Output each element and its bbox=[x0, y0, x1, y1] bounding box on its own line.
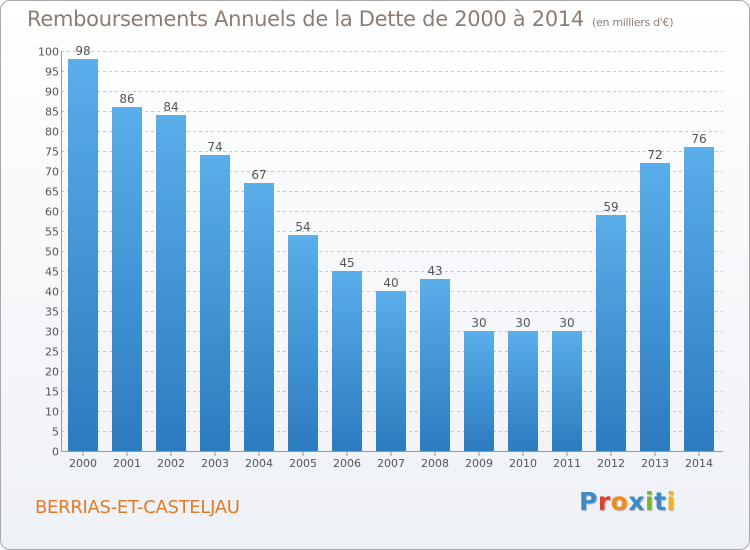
bar-value-label: 98 bbox=[75, 44, 90, 58]
x-tick-label: 2012 bbox=[597, 457, 625, 470]
x-tick-label: 2007 bbox=[377, 457, 405, 470]
logo-letter: P bbox=[579, 487, 598, 516]
bar bbox=[200, 155, 230, 451]
y-tick-label: 40 bbox=[45, 286, 59, 299]
y-tick-label: 55 bbox=[45, 226, 59, 239]
x-tick-label: 2010 bbox=[509, 457, 537, 470]
y-tick-label: 30 bbox=[45, 326, 59, 339]
x-tick-label: 2002 bbox=[157, 457, 185, 470]
chart-subtitle: (en milliers d'€) bbox=[592, 16, 674, 29]
x-tick-label: 2005 bbox=[289, 457, 317, 470]
bar-value-label: 67 bbox=[251, 168, 266, 182]
logo-letter: x bbox=[628, 487, 645, 516]
bar bbox=[332, 271, 362, 451]
bar bbox=[420, 279, 450, 451]
bar-value-label: 30 bbox=[471, 316, 486, 330]
logo-letter: o bbox=[610, 487, 629, 516]
y-tick-label: 80 bbox=[45, 126, 59, 139]
bar-value-label: 76 bbox=[691, 132, 706, 146]
bar bbox=[596, 215, 626, 451]
y-tick-label: 70 bbox=[45, 166, 59, 179]
x-tick-label: 2004 bbox=[245, 457, 273, 470]
bar bbox=[552, 331, 582, 451]
x-tick-label: 2009 bbox=[465, 457, 493, 470]
y-tick-label: 20 bbox=[45, 366, 59, 379]
chart-title-text: Remboursements Annuels de la Dette de 20… bbox=[27, 7, 584, 31]
bar bbox=[640, 163, 670, 451]
bar-value-label: 74 bbox=[207, 140, 222, 154]
bar bbox=[508, 331, 538, 451]
y-tick-label: 5 bbox=[52, 426, 59, 439]
bar-value-label: 45 bbox=[339, 256, 354, 270]
y-tick-label: 85 bbox=[45, 106, 59, 119]
y-tick-label: 15 bbox=[45, 386, 59, 399]
bar-value-label: 86 bbox=[119, 92, 134, 106]
x-tick-label: 2014 bbox=[685, 457, 713, 470]
bar bbox=[244, 183, 274, 451]
x-tick-label: 2000 bbox=[69, 457, 97, 470]
bar bbox=[112, 107, 142, 451]
bar bbox=[288, 235, 318, 451]
x-tick-label: 2011 bbox=[553, 457, 581, 470]
y-tick-label: 60 bbox=[45, 206, 59, 219]
x-tick-label: 2013 bbox=[641, 457, 669, 470]
y-tick-label: 35 bbox=[45, 306, 59, 319]
y-tick-label: 0 bbox=[52, 446, 59, 459]
y-tick-label: 75 bbox=[45, 146, 59, 159]
y-tick-label: 25 bbox=[45, 346, 59, 359]
proxiti-logo: Proxiti bbox=[579, 487, 676, 516]
bar-value-label: 30 bbox=[559, 316, 574, 330]
bar bbox=[684, 147, 714, 451]
logo-letter: t bbox=[654, 487, 667, 516]
bar-value-label: 43 bbox=[427, 264, 442, 278]
chart-title: Remboursements Annuels de la Dette de 20… bbox=[27, 7, 673, 31]
y-tick-label: 50 bbox=[45, 246, 59, 259]
bar-value-label: 84 bbox=[163, 100, 178, 114]
bar-value-label: 72 bbox=[647, 148, 662, 162]
bar bbox=[376, 291, 406, 451]
bar bbox=[464, 331, 494, 451]
logo-letter: r bbox=[597, 487, 611, 516]
logo-letter: i bbox=[645, 487, 655, 516]
bar bbox=[68, 59, 98, 451]
bar bbox=[156, 115, 186, 451]
logo-letter: i bbox=[666, 487, 676, 516]
x-tick-label: 2006 bbox=[333, 457, 361, 470]
bar-value-label: 54 bbox=[295, 220, 310, 234]
bar-value-label: 59 bbox=[603, 200, 618, 214]
bar-value-label: 40 bbox=[383, 276, 398, 290]
y-tick-label: 65 bbox=[45, 186, 59, 199]
x-tick-label: 2001 bbox=[113, 457, 141, 470]
x-tick-label: 2003 bbox=[201, 457, 229, 470]
commune-name: BERRIAS-ET-CASTELJAU bbox=[35, 497, 240, 518]
y-tick-label: 90 bbox=[45, 86, 59, 99]
y-tick-label: 10 bbox=[45, 406, 59, 419]
y-tick-label: 100 bbox=[38, 46, 59, 59]
y-tick-label: 45 bbox=[45, 266, 59, 279]
bar-value-label: 30 bbox=[515, 316, 530, 330]
y-tick-label: 95 bbox=[45, 66, 59, 79]
x-tick-label: 2008 bbox=[421, 457, 449, 470]
